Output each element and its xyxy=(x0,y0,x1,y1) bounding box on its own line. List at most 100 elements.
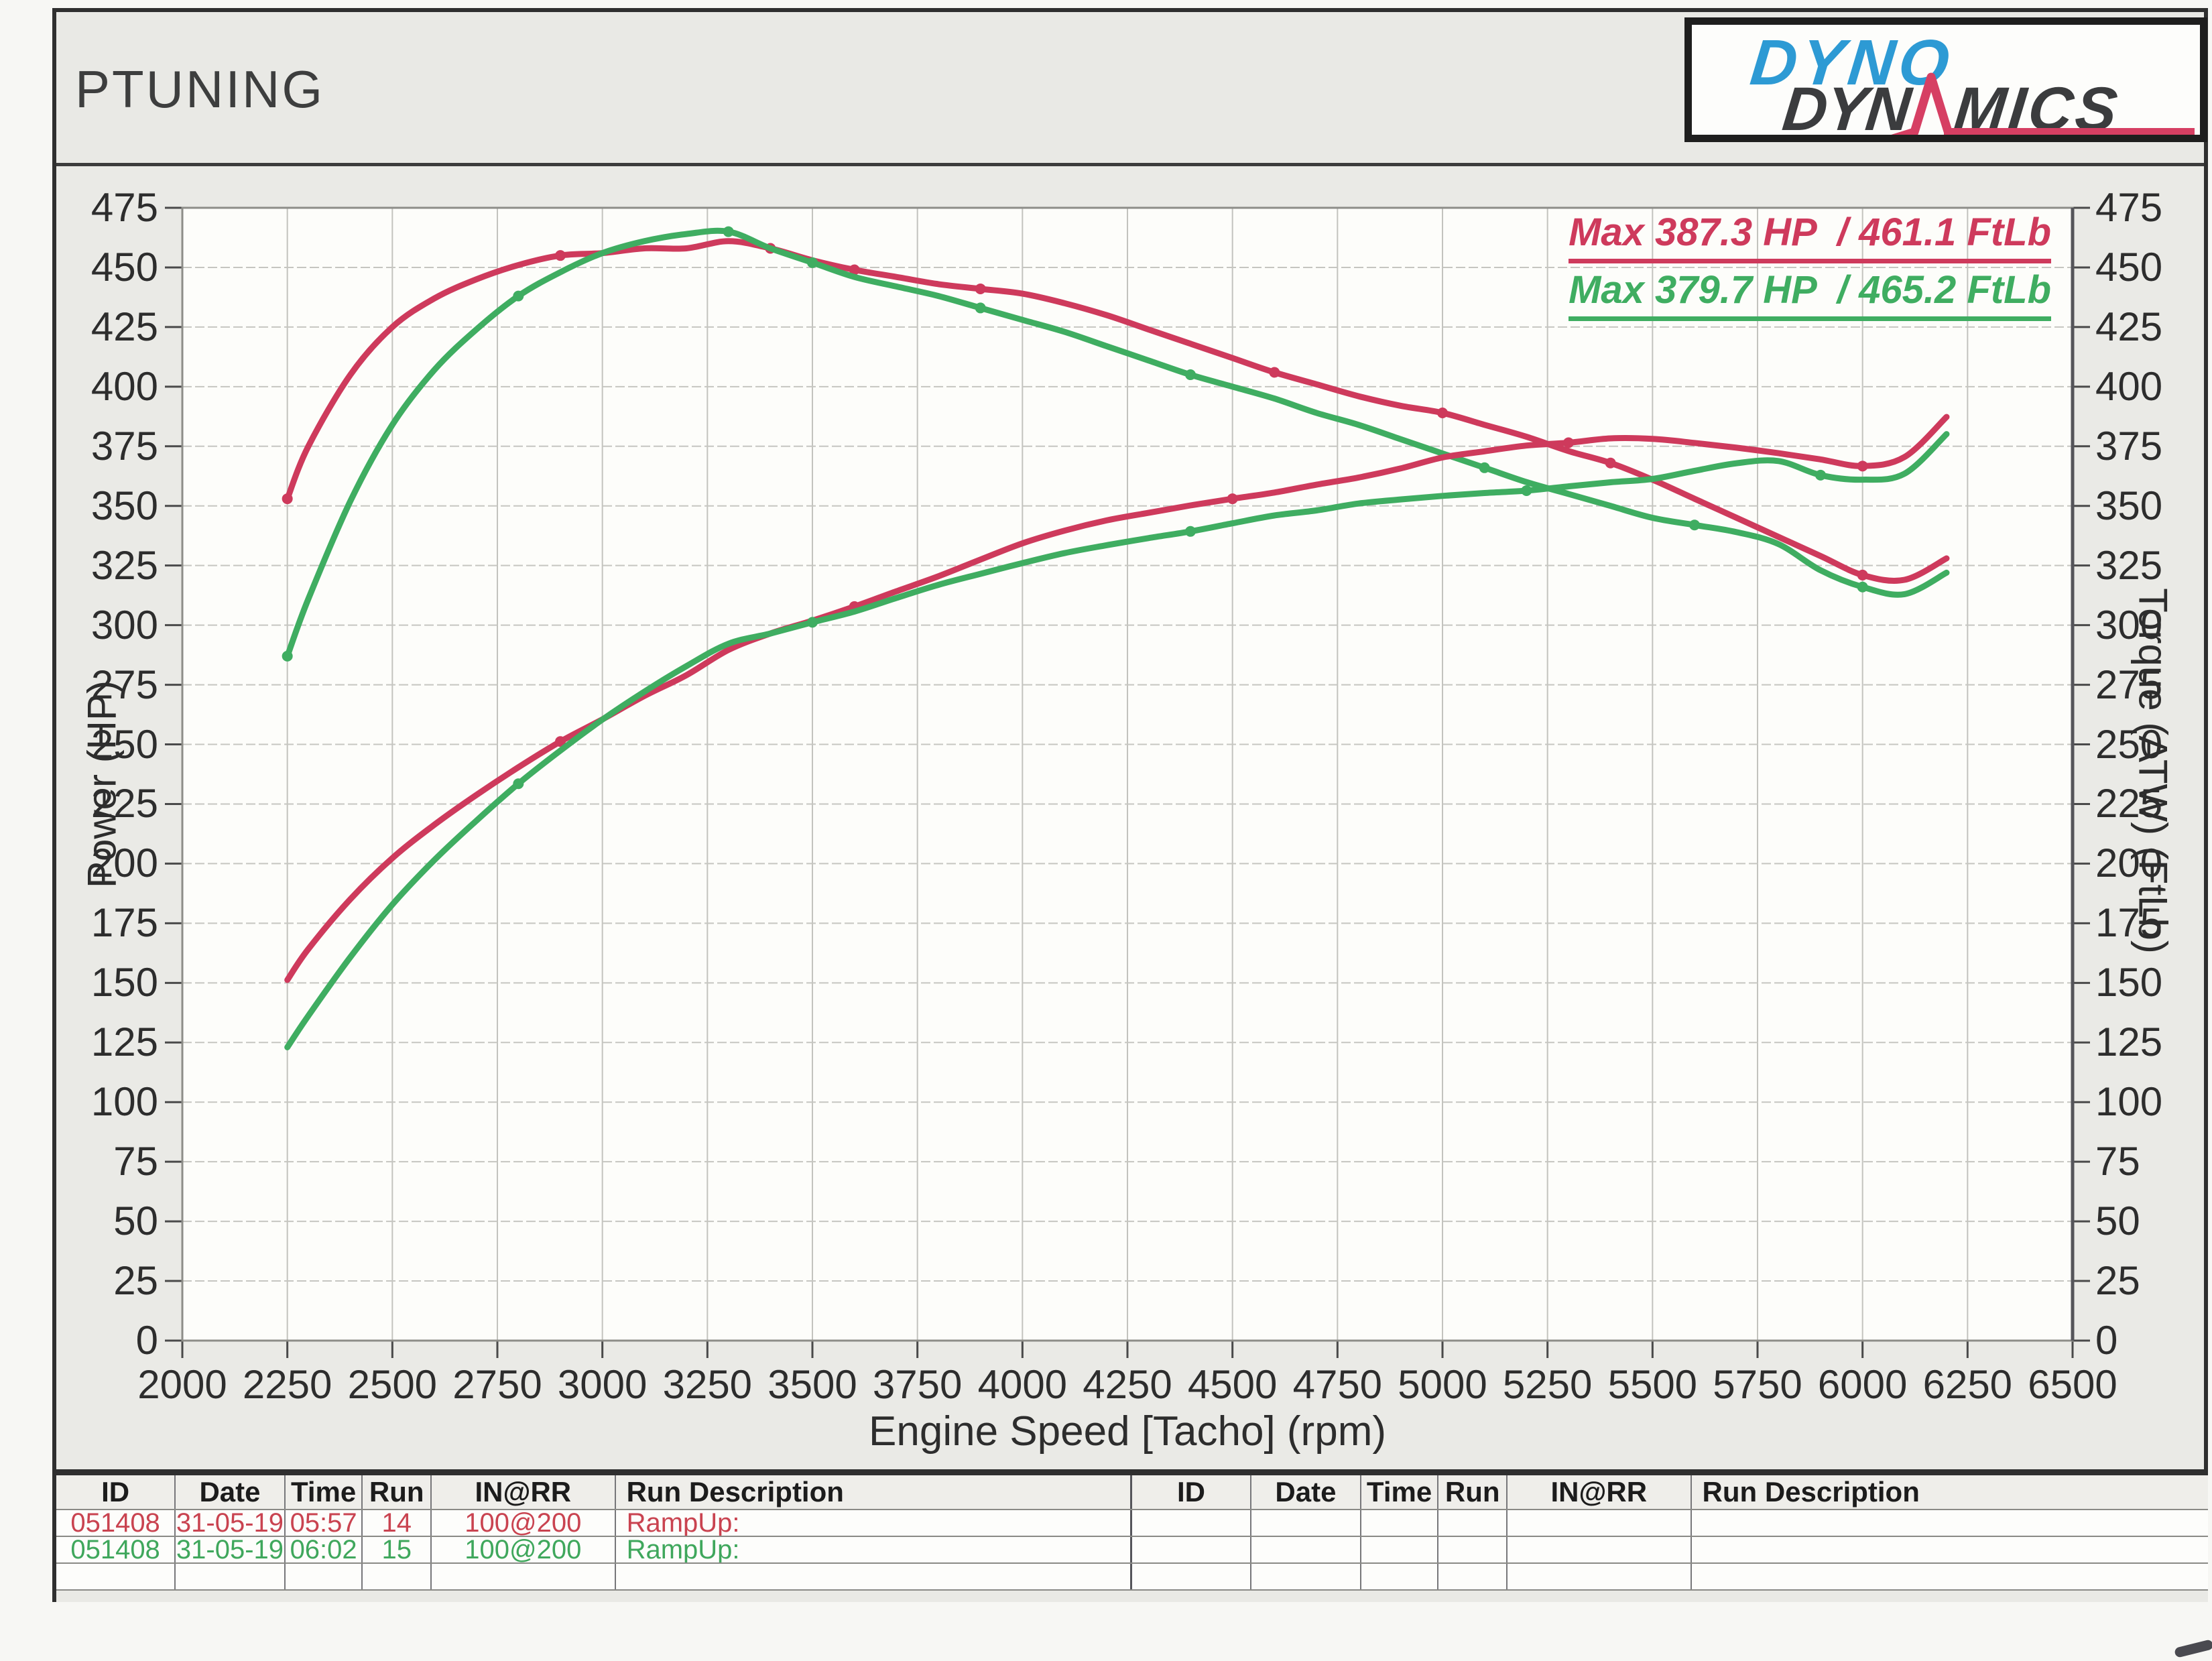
x-tick-label: 2000 xyxy=(137,1362,227,1407)
table-cell xyxy=(1508,1510,1692,1536)
x-tick-label: 6500 xyxy=(2028,1362,2117,1407)
y-tick-label-right: 0 xyxy=(2095,1318,2118,1363)
x-tick-label: 6250 xyxy=(1922,1362,2013,1407)
table-cell xyxy=(1132,1564,1252,1589)
curve-marker xyxy=(1563,437,1574,448)
table-cell xyxy=(1361,1537,1439,1562)
y-tick-label-left: 225 xyxy=(90,781,158,826)
y-tick-label-left: 175 xyxy=(90,900,158,946)
table-row xyxy=(56,1564,2208,1591)
table-header-cell: Run Description xyxy=(616,1475,1132,1509)
y-tick-label-left: 200 xyxy=(90,841,158,886)
table-cell: 100@200 xyxy=(432,1510,616,1536)
curve-marker xyxy=(975,283,986,294)
table-cell xyxy=(616,1564,1132,1589)
curve-marker xyxy=(975,302,986,314)
table-cell: 100@200 xyxy=(432,1537,616,1562)
y-tick-label-right: 400 xyxy=(2095,363,2163,409)
y-tick-label-left: 25 xyxy=(113,1258,158,1304)
curve-marker xyxy=(849,264,860,275)
table-cell xyxy=(1438,1537,1508,1562)
table-cell xyxy=(1508,1537,1692,1562)
table-cell xyxy=(363,1564,432,1589)
table-cell xyxy=(1251,1537,1361,1562)
table-cell xyxy=(56,1564,176,1589)
curve-marker xyxy=(1857,460,1868,472)
y-tick-label-right: 50 xyxy=(2095,1198,2140,1244)
table-header-cell: IN@RR xyxy=(432,1475,616,1509)
x-tick-label: 3000 xyxy=(557,1362,648,1407)
y-axis-title-power: Power (HP) xyxy=(79,680,125,889)
y-tick-label-right: 300 xyxy=(2095,602,2163,648)
table-cell: 051408 xyxy=(56,1510,176,1536)
x-tick-label: 3750 xyxy=(872,1362,963,1407)
table-header-cell: Run Description xyxy=(1702,1476,1920,1508)
table-cell xyxy=(1692,1510,2208,1536)
curve-marker xyxy=(1521,485,1532,496)
table-cell xyxy=(1361,1510,1439,1536)
y-tick-label-right: 425 xyxy=(2095,304,2163,349)
y-tick-label-left: 400 xyxy=(90,363,158,409)
table-cell xyxy=(176,1564,286,1589)
curve-run-15-torque-ftlb- xyxy=(284,227,1950,660)
y-axis-title-torque: Torque (ATW) (FtLb) xyxy=(2130,588,2176,954)
curve-marker xyxy=(1857,581,1868,593)
curve-marker xyxy=(513,290,524,302)
table-cell xyxy=(1132,1537,1252,1562)
x-tick-label: 2750 xyxy=(452,1362,542,1407)
table-header-cell: Date xyxy=(176,1475,286,1509)
y-tick-label-left: 375 xyxy=(90,423,158,469)
x-tick-label: 2250 xyxy=(242,1362,332,1407)
table-cell: 05:57 xyxy=(286,1510,363,1536)
y-tick-label-right: 250 xyxy=(2095,721,2163,767)
y-tick-label-right: 125 xyxy=(2095,1020,2163,1065)
curve-marker xyxy=(1269,367,1280,378)
legend-run14-max: Max 387.3 HP / 461.1 FtLb xyxy=(1569,213,2051,263)
curve-marker xyxy=(723,226,734,237)
table-cell: 051408 xyxy=(56,1537,176,1562)
curve-marker xyxy=(1479,462,1490,473)
x-tick-label: 2500 xyxy=(347,1362,438,1407)
table-cell xyxy=(1692,1537,2208,1562)
y-tick-label-right: 275 xyxy=(2095,662,2163,707)
curve-marker xyxy=(1815,469,1826,481)
table-cell xyxy=(1508,1564,1692,1589)
curve-marker xyxy=(1185,526,1196,537)
y-tick-label-left: 350 xyxy=(90,483,158,528)
table-cell xyxy=(1251,1510,1361,1536)
table-header-cell: Time xyxy=(286,1475,363,1509)
table-header-cell: Run xyxy=(363,1475,432,1509)
table-header-cell: Date xyxy=(1251,1475,1361,1509)
table-bottom-strip xyxy=(56,1591,2208,1602)
y-tick-label-right: 375 xyxy=(2095,423,2163,469)
x-tick-label: 5250 xyxy=(1502,1362,1593,1407)
table-cell xyxy=(1361,1564,1439,1589)
y-tick-label-right: 100 xyxy=(2095,1079,2163,1125)
y-tick-label-left: 300 xyxy=(90,602,158,648)
legend-run15-max: Max 379.7 HP / 465.2 FtLb xyxy=(1569,271,2051,321)
runs-table: ID Date Time Run IN@RR Run Description ID Date T… xyxy=(56,1469,2208,1591)
y-tick-label-right: 475 xyxy=(2095,185,2163,230)
curve-marker xyxy=(807,257,818,268)
curve-marker xyxy=(1857,569,1868,580)
x-tick-label: 4250 xyxy=(1083,1362,1172,1407)
curve-marker xyxy=(1689,519,1700,531)
x-tick-label: 3250 xyxy=(662,1362,753,1407)
x-tick-label: 5750 xyxy=(1713,1362,1802,1407)
y-tick-label-left: 475 xyxy=(90,185,158,230)
y-tick-label-right: 450 xyxy=(2095,244,2163,290)
table-row: 051408 31-05-19 05:57 14 100@200 RampUp: xyxy=(56,1510,2208,1537)
curve-marker xyxy=(1437,407,1448,418)
y-tick-label-right: 25 xyxy=(2095,1258,2140,1304)
x-tick-label: 4000 xyxy=(977,1362,1068,1407)
x-tick-label: 3500 xyxy=(767,1362,857,1407)
table-header-cell: Time xyxy=(1361,1475,1439,1509)
x-tick-label: 4500 xyxy=(1187,1362,1278,1407)
y-tick-label-right: 150 xyxy=(2095,960,2163,1005)
y-tick-label-left: 100 xyxy=(90,1079,158,1125)
y-tick-label-left: 150 xyxy=(90,960,158,1005)
table-cell: 15 xyxy=(363,1537,432,1562)
y-tick-label-right: 200 xyxy=(2095,841,2163,886)
curve-marker xyxy=(807,617,818,628)
